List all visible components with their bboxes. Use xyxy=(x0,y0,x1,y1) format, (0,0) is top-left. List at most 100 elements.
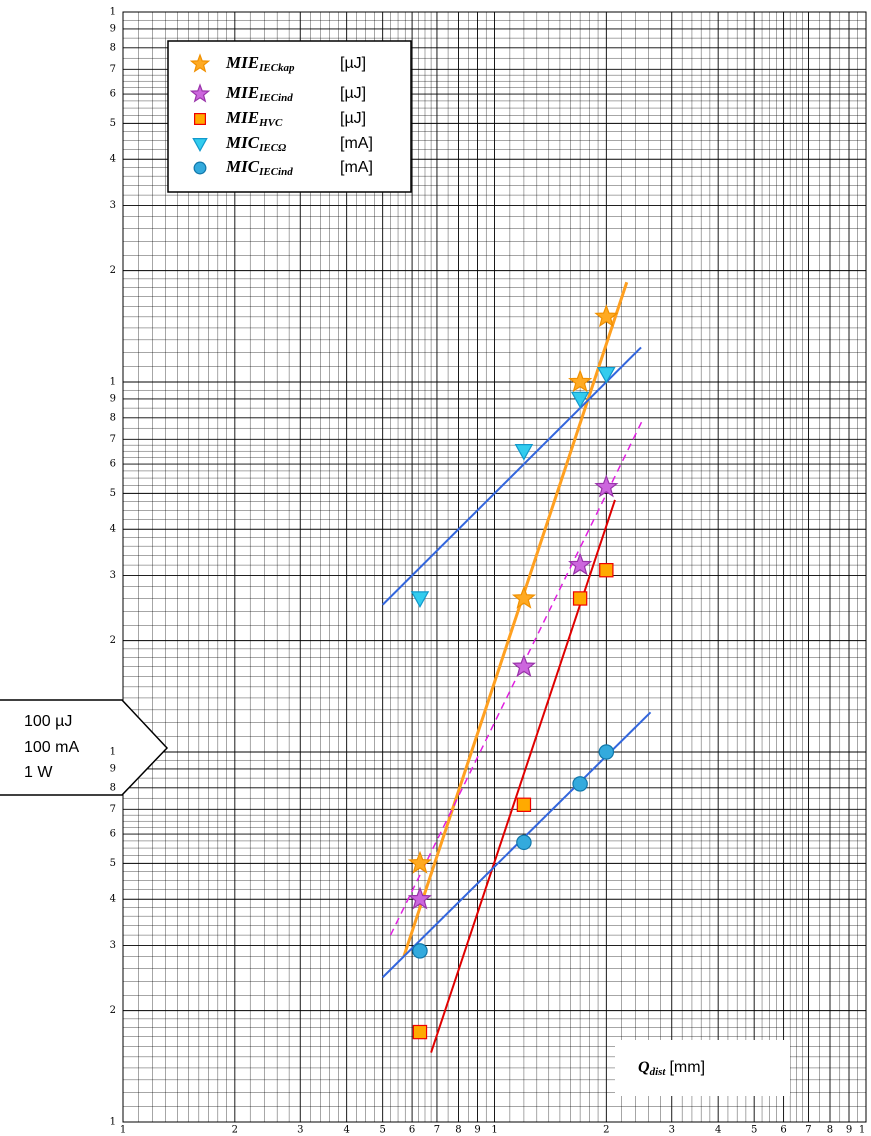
marker xyxy=(194,112,207,125)
marker xyxy=(572,591,588,606)
marker xyxy=(594,304,619,328)
marker xyxy=(511,585,537,609)
x-label-main: Q xyxy=(638,1059,650,1076)
marker xyxy=(568,369,593,393)
y-tick-label: 6 xyxy=(110,829,116,840)
marker xyxy=(597,366,616,384)
y-tick-label: 3 xyxy=(110,940,116,951)
x-label: Qdist [mm] xyxy=(638,1059,705,1078)
legend-name: MIE xyxy=(225,83,259,102)
marker xyxy=(193,161,207,175)
y-tick-label: 8 xyxy=(110,42,116,53)
marker xyxy=(516,834,532,851)
marker xyxy=(568,552,593,576)
legend-label: MIEIECkap xyxy=(225,53,295,74)
legend-unit: [mA] xyxy=(340,159,373,176)
y-tick-label: 7 xyxy=(110,804,116,815)
y-tick-label: 4 xyxy=(110,894,116,905)
x-tick-label: 1 xyxy=(859,1125,865,1136)
legend-subscript: HVC xyxy=(258,117,283,129)
y-tick-label: 2 xyxy=(110,635,116,646)
y-tick-label: 9 xyxy=(110,23,116,34)
x-tick-label: 9 xyxy=(474,1125,480,1136)
legend-label: MICIECind xyxy=(225,157,293,178)
y-tick-label: 4 xyxy=(110,524,116,535)
marker xyxy=(189,83,211,103)
data-points xyxy=(407,304,619,1040)
y-tick-label: 7 xyxy=(110,64,116,75)
x-tick-label: 1 xyxy=(491,1125,497,1136)
x-tick-label: 7 xyxy=(434,1125,440,1136)
legend-name: MIE xyxy=(225,53,259,72)
x-tick-label: 4 xyxy=(715,1125,721,1136)
annotation-text: 100 µJ xyxy=(24,713,72,730)
y-tick-label: 3 xyxy=(110,570,116,581)
marker xyxy=(511,653,537,677)
x-label-sub: dist xyxy=(650,1066,667,1078)
x-tick-label: 7 xyxy=(805,1125,811,1136)
annotation-box xyxy=(0,699,169,796)
x-tick-label: 6 xyxy=(409,1125,415,1136)
marker xyxy=(599,562,614,578)
annotation-text: 100 mA xyxy=(24,739,79,756)
x-tick-label: 4 xyxy=(343,1125,349,1136)
x-axis-label: Qdist [mm] xyxy=(615,1040,790,1096)
x-tick-label: 1 xyxy=(120,1125,126,1136)
legend-subscript: IECind xyxy=(258,92,293,104)
legend-subscript: IECind xyxy=(258,166,293,178)
x-tick-label: 8 xyxy=(827,1125,833,1136)
x-tick-label: 9 xyxy=(846,1125,852,1136)
y-tick-label: 5 xyxy=(110,858,116,869)
x-label-box xyxy=(615,1040,790,1096)
marker xyxy=(192,138,208,152)
marker xyxy=(407,886,433,910)
y-tick-label: 9 xyxy=(110,763,116,774)
legend-label: MIEHVC xyxy=(225,108,283,129)
y-tick-label: 8 xyxy=(110,412,116,423)
legend: MIEIECkap [µJ]MIEIECind [µJ]MIEHVC [µJ]MICI… xyxy=(167,40,412,193)
legend-label: MIEIECind xyxy=(225,83,293,104)
x-tick-label: 3 xyxy=(297,1125,303,1136)
y-tick-label: 6 xyxy=(110,459,116,470)
y-tick-label: 2 xyxy=(110,1005,116,1016)
x-tick-label: 8 xyxy=(455,1125,461,1136)
legend-name: MIC xyxy=(225,133,260,152)
annotation-text: 1 W xyxy=(24,764,53,781)
x-tick-label: 6 xyxy=(780,1125,786,1136)
legend-name: MIC xyxy=(225,157,260,176)
x-label-unit: [mm] xyxy=(669,1059,705,1076)
y-tick-label: 5 xyxy=(110,118,116,129)
legend-subscript: IECkap xyxy=(258,62,295,74)
y-tick-label: 9 xyxy=(110,393,116,404)
marker xyxy=(516,797,532,812)
legend-unit: [mA] xyxy=(340,135,373,152)
plot-frame xyxy=(122,11,867,1123)
y-tick-label: 7 xyxy=(110,434,116,445)
y-tick-label: 1 xyxy=(110,377,116,388)
y-tick-label: 3 xyxy=(110,200,116,211)
marker xyxy=(514,444,534,461)
y-tick-label: 8 xyxy=(110,782,116,793)
x-tick-label: 3 xyxy=(669,1125,675,1136)
y-tick-label: 1 xyxy=(110,7,116,18)
marker xyxy=(412,1024,428,1040)
legend-subscript: IECΩ xyxy=(258,142,287,154)
legend-unit: [µJ] xyxy=(340,110,366,127)
legend-unit: [µJ] xyxy=(340,55,366,72)
y-tick-label: 1 xyxy=(110,747,116,758)
legend-box xyxy=(167,40,412,193)
marker xyxy=(189,53,211,73)
y-tick-label: 6 xyxy=(110,89,116,100)
marker xyxy=(570,391,590,409)
marker xyxy=(410,591,430,608)
legend-name: MIE xyxy=(225,108,259,127)
legend-unit: [µJ] xyxy=(340,85,366,102)
trend-lines xyxy=(381,281,652,1053)
x-tick-label: 5 xyxy=(379,1125,385,1136)
trend-line xyxy=(381,346,642,606)
marker xyxy=(572,776,588,792)
annotation: 100 µJ 100 mA 1 W xyxy=(0,699,169,796)
x-tick-label: 2 xyxy=(603,1125,609,1136)
y-tick-label: 4 xyxy=(110,154,116,165)
